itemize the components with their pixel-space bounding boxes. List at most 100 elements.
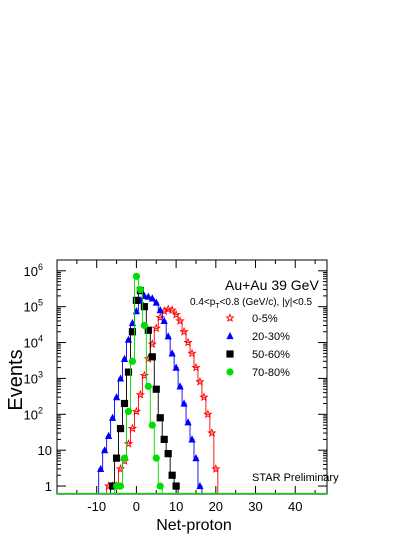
series-0-point-23	[195, 377, 205, 386]
legend: 0-5% 20-30% 50-60% 70-80%	[225, 313, 290, 379]
series-3-point-11	[156, 482, 164, 490]
series-1-point-0	[97, 464, 105, 473]
series-2-point-1	[112, 454, 121, 462]
series-3-point-8	[144, 382, 152, 390]
series-0-point-19	[179, 326, 189, 336]
y-tick-label-1: 10	[38, 443, 52, 458]
series-3-point-7	[140, 321, 148, 330]
y-tick-label-5: 105	[24, 298, 43, 315]
series-1-point-6	[120, 354, 129, 363]
series-0-point-17	[171, 309, 181, 319]
series-1-point-25	[196, 481, 204, 490]
series-0-point-8	[135, 389, 146, 399]
y-tick-label-0: 1	[45, 479, 52, 494]
series-1-point-7	[124, 335, 133, 343]
series-3-point-1	[116, 482, 125, 490]
series-3-point-6	[136, 285, 144, 294]
series-3-point-9	[148, 421, 156, 429]
y-tick-label-2: 102	[24, 405, 43, 422]
series-0-point-27	[211, 464, 221, 473]
series-0-point-25	[203, 409, 213, 419]
series-0-point-13	[155, 312, 165, 322]
system-label: Au+Au 39 GeV	[225, 277, 319, 293]
series-1-point-5	[116, 374, 125, 382]
x-tick-label-5: 40	[288, 499, 302, 514]
series-0-point-15	[163, 304, 173, 314]
legend-marker-1	[226, 331, 234, 340]
series-2-point-11	[152, 385, 160, 393]
series-1-point-8	[128, 318, 137, 327]
y-tick-label-3: 103	[24, 369, 43, 386]
series-3-point-5	[132, 272, 141, 280]
series-0-point-24	[199, 392, 209, 402]
series-1-point-4	[112, 393, 121, 401]
series-0-point-16	[167, 305, 177, 315]
series-2-point-13	[160, 435, 168, 443]
series-0-point-3	[115, 464, 126, 473]
series-1-point-13	[148, 294, 156, 302]
legend-marker-2	[226, 350, 234, 358]
series-0-point-20	[183, 337, 193, 347]
x-tick-label-2: 10	[169, 499, 183, 514]
series-2-point-9	[144, 326, 152, 334]
series-2-point-5	[128, 328, 137, 336]
series-0-point-7	[131, 406, 142, 416]
series-2-point-10	[148, 353, 156, 361]
series-1-point-1	[101, 446, 109, 454]
series-2	[108, 287, 180, 494]
series-1-point-24	[192, 454, 200, 462]
series-0-point-6	[127, 423, 138, 433]
series-2-point-3	[120, 399, 129, 408]
series-1-point-21	[180, 399, 188, 407]
y-axis: 1 10 102 103 104 105 106	[24, 262, 327, 494]
series-1-point-18	[168, 349, 176, 357]
legend-label-0: 0-5%	[252, 313, 278, 325]
series-1-point-9	[132, 307, 141, 315]
x-tick-label-1: 0	[133, 499, 140, 514]
x-tick-label-3: 20	[209, 499, 223, 514]
x-tick-label-4: 30	[248, 499, 262, 514]
series-1-point-16	[160, 316, 168, 325]
series-1-point-12	[144, 292, 152, 300]
star-preliminary-label: STAR Preliminary	[252, 472, 339, 484]
series-0-point-5	[123, 438, 134, 448]
series-0-point-11	[147, 339, 157, 349]
series-2-histogram	[110, 290, 179, 494]
series-3-point-3	[124, 407, 133, 416]
legend-label-2: 50-60%	[252, 349, 290, 361]
series-2-point-16	[172, 482, 180, 490]
series-1-point-15	[156, 306, 164, 314]
series-1-point-17	[164, 332, 172, 340]
series-1-point-19	[172, 363, 180, 371]
y-tick-label-6: 106	[24, 262, 43, 279]
legend-label-1: 20-30%	[252, 331, 290, 343]
series-1-point-22	[184, 418, 192, 426]
x-axis: -10 0 10 20 30 40	[76, 260, 316, 514]
series-2-point-4	[124, 368, 133, 376]
series-1-point-2	[105, 431, 113, 439]
series-0-point-21	[187, 348, 197, 358]
x-tick-label-0: -10	[87, 499, 106, 514]
series-layer	[57, 272, 327, 495]
series-3	[112, 272, 164, 494]
series-0-point-22	[191, 362, 201, 372]
series-0-point-26	[207, 428, 217, 437]
series-2-point-15	[168, 471, 176, 479]
series-2-point-0	[108, 482, 117, 490]
series-1-point-23	[188, 435, 196, 443]
series-3-point-10	[152, 454, 160, 462]
y-tick-label-4: 104	[24, 334, 43, 351]
legend-label-3: 70-80%	[252, 367, 290, 379]
series-2-point-6	[132, 296, 141, 304]
series-1-point-14	[152, 298, 160, 306]
series-2-point-8	[140, 303, 148, 311]
x-axis-label: Net-proton	[156, 517, 232, 534]
series-2-point-2	[116, 424, 125, 433]
series-1-point-3	[108, 413, 117, 421]
series-3-point-2	[120, 454, 129, 462]
y-axis-label: Events	[5, 349, 27, 410]
cuts-label: 0.4<pT<0.8 (GeV/c), |y|<0.5	[190, 297, 312, 310]
series-0-point-12	[151, 323, 161, 333]
legend-marker-0	[225, 313, 235, 322]
